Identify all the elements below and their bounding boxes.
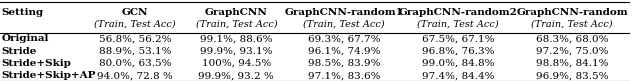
Text: (Train, Test Acc): (Train, Test Acc) — [417, 20, 499, 29]
Text: 98.5%, 83.9%: 98.5%, 83.9% — [308, 59, 380, 68]
Text: 94.0%, 72.8 %: 94.0%, 72.8 % — [97, 71, 173, 80]
Text: Stride: Stride — [1, 47, 36, 56]
Text: (Train, Test Acc): (Train, Test Acc) — [95, 20, 176, 29]
Text: GraphCNN-random2: GraphCNN-random2 — [399, 8, 518, 17]
Text: (Train, Test Acc): (Train, Test Acc) — [303, 20, 385, 29]
Text: Stride+Skip+AP: Stride+Skip+AP — [1, 71, 96, 80]
Text: 80.0%, 63.5%: 80.0%, 63.5% — [99, 59, 172, 68]
Text: 99.9%, 93.2 %: 99.9%, 93.2 % — [198, 71, 274, 80]
Text: 97.1%, 83.6%: 97.1%, 83.6% — [308, 71, 380, 80]
Text: 69.3%, 67.7%: 69.3%, 67.7% — [308, 34, 380, 43]
Text: (Train, Test Acc): (Train, Test Acc) — [196, 20, 277, 29]
Text: 96.9%, 83.5%: 96.9%, 83.5% — [536, 71, 609, 80]
Text: GraphCNN-random: GraphCNN-random — [516, 8, 628, 17]
Text: (Train, Test Acc): (Train, Test Acc) — [531, 20, 613, 29]
Text: 56.8%, 56.2%: 56.8%, 56.2% — [99, 34, 172, 43]
Text: 100%, 94.5%: 100%, 94.5% — [202, 59, 271, 68]
Text: Setting: Setting — [1, 8, 44, 17]
Text: 99.9%, 93.1%: 99.9%, 93.1% — [200, 47, 273, 56]
Text: GraphCNN-random1: GraphCNN-random1 — [285, 8, 403, 17]
Text: Original: Original — [1, 34, 49, 43]
Text: 96.1%, 74.9%: 96.1%, 74.9% — [308, 47, 380, 56]
Text: 67.5%, 67.1%: 67.5%, 67.1% — [422, 34, 494, 43]
Text: 96.8%, 76.3%: 96.8%, 76.3% — [422, 47, 494, 56]
Text: GCN: GCN — [122, 8, 148, 17]
Text: 88.9%, 53.1%: 88.9%, 53.1% — [99, 47, 172, 56]
Text: 98.8%, 84.1%: 98.8%, 84.1% — [536, 59, 609, 68]
Text: 68.3%, 68.0%: 68.3%, 68.0% — [536, 34, 609, 43]
Text: 97.2%, 75.0%: 97.2%, 75.0% — [536, 47, 609, 56]
Text: Stride+Skip: Stride+Skip — [1, 59, 71, 68]
Text: GraphCNN: GraphCNN — [205, 8, 268, 17]
Text: 99.1%, 88.6%: 99.1%, 88.6% — [200, 34, 273, 43]
Text: 99.0%, 84.8%: 99.0%, 84.8% — [422, 59, 494, 68]
Text: 97.4%, 84.4%: 97.4%, 84.4% — [422, 71, 494, 80]
